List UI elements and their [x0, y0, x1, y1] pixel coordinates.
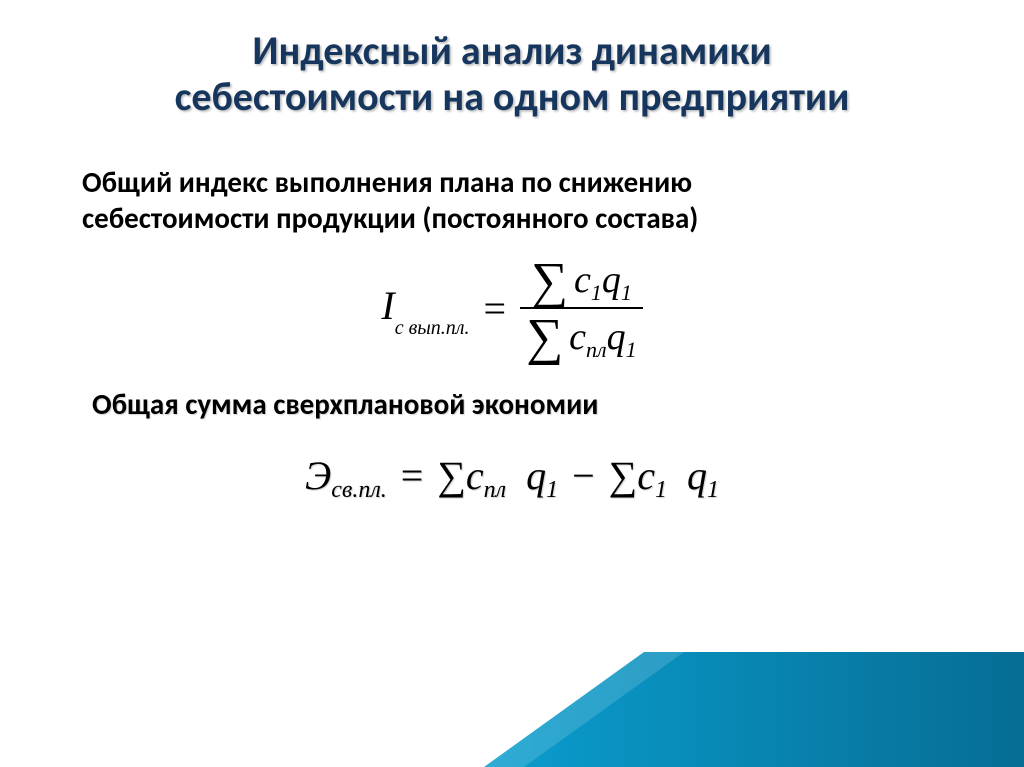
- f2-lhs: Э: [305, 453, 331, 498]
- num-c-sub: 1: [591, 280, 602, 305]
- fraction: ∑ c1q1 ∑ cплq1: [520, 255, 643, 363]
- minus-sign: −: [572, 453, 595, 498]
- formula1-lhs-sub: с вып.пл.: [395, 317, 470, 339]
- num-q: q: [602, 259, 621, 301]
- f2-t1-c: c: [466, 453, 484, 498]
- accent-decoration: [484, 652, 1024, 767]
- formula-plan-index: Iс вып.пл. = ∑ c1q1 ∑ cплq1: [0, 255, 1024, 363]
- equals-sign: =: [484, 285, 507, 332]
- num-q-sub: 1: [621, 280, 632, 305]
- f2-lhs-sub: св.пл.: [331, 477, 387, 503]
- para1-line1: Общий индекс выполнения плана по снижени…: [82, 164, 692, 200]
- f2-t2-q-sub: 1: [707, 477, 719, 503]
- num-c: c: [574, 259, 591, 301]
- den-q: q: [607, 316, 626, 358]
- slide: { "title": { "line1": "Индексный анализ …: [0, 0, 1024, 767]
- para2-text: Общая сумма сверхплановой экономии: [92, 386, 598, 422]
- den-c: c: [569, 316, 586, 358]
- numerator: ∑ c1q1: [525, 255, 638, 306]
- para1-line2: себестоимости продукции (постоянного сос…: [82, 200, 698, 236]
- sigma-icon: ∑: [531, 259, 568, 306]
- formula1-lhs: Iс вып.пл.: [381, 282, 469, 334]
- sigma-icon: ∑: [526, 315, 563, 362]
- formula-economy: Эсв.пл. = ∑cпл q1 − ∑c1 q1: [0, 452, 1024, 499]
- f2-t1-q-sub: 1: [546, 477, 558, 503]
- paragraph-1: Общий индекс выполнения плана по снижени…: [0, 164, 1024, 237]
- accent-svg: [484, 652, 1024, 767]
- f2-eq: =: [401, 453, 424, 498]
- slide-title: Индексный анализ динамики себестоимости …: [0, 0, 1024, 120]
- f2-t1-c-sub: пл: [484, 477, 506, 503]
- title-line-2: себестоимости на одном предприятии: [175, 72, 850, 121]
- den-c-sub: пл: [586, 337, 607, 362]
- f2-t2-c-sub: 1: [655, 477, 667, 503]
- f2-t2-q: q: [687, 453, 707, 498]
- f2-t2-c: c: [637, 453, 655, 498]
- f2-t1-q: q: [526, 453, 546, 498]
- den-q-sub: 1: [626, 337, 637, 362]
- paragraph-2: Общая сумма сверхплановой экономии: [0, 386, 1024, 422]
- formula1-I: I: [381, 283, 394, 328]
- denominator: ∑ cплq1: [520, 311, 643, 362]
- sigma-icon: ∑: [609, 453, 638, 498]
- sigma-icon: ∑: [437, 453, 466, 498]
- title-line-1: Индексный анализ динамики: [252, 26, 771, 75]
